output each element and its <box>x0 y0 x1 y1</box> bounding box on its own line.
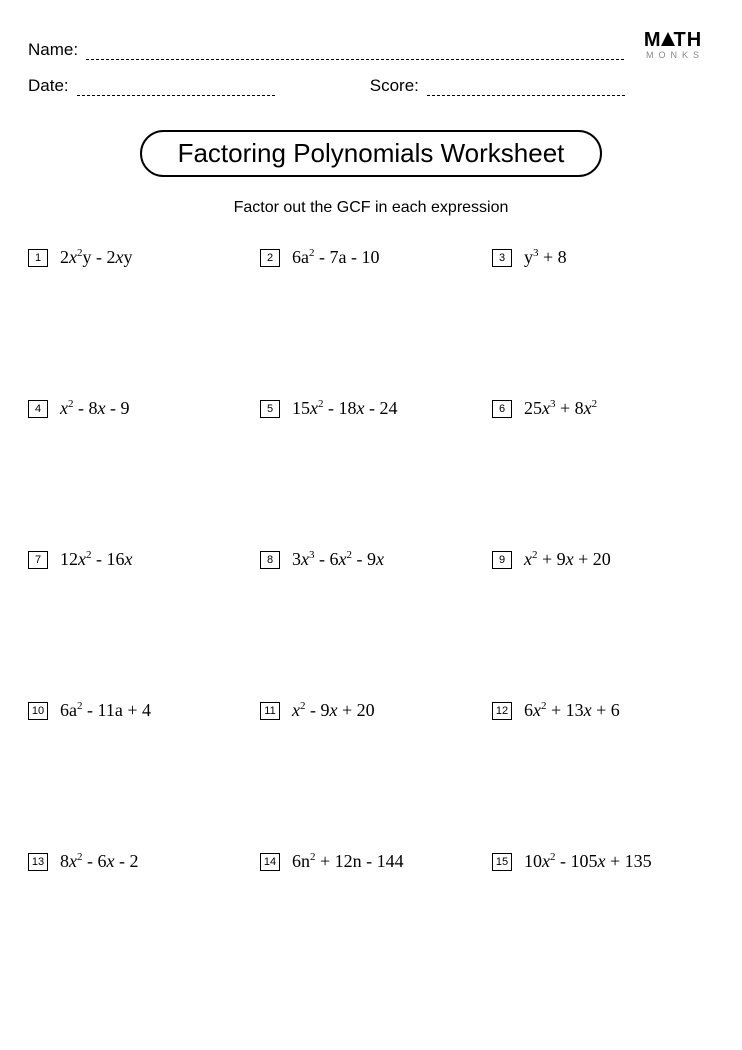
problem-number-box: 12 <box>492 702 512 720</box>
logo-bottom: MONKS <box>636 50 714 60</box>
score-label: Score: <box>370 76 419 96</box>
problem-number-box: 1 <box>28 249 48 267</box>
problem-number-box: 5 <box>260 400 280 418</box>
problems-grid: 1 2x2y - 2xy 2 6a2 - 7a - 10 3 y3 + 8 4 x2 - 8x… <box>28 247 714 872</box>
problem-expression: 6a2 - 7a - 10 <box>292 247 379 268</box>
problem-number-box: 8 <box>260 551 280 569</box>
problem-number-box: 6 <box>492 400 512 418</box>
logo-th: TH <box>674 29 703 51</box>
problem-number-box: 11 <box>260 702 280 720</box>
header-name-row: Name: M TH MONKS <box>28 30 714 60</box>
problem-item: 14 6n2 + 12n - 144 <box>260 851 482 872</box>
problem-number-box: 2 <box>260 249 280 267</box>
score-line <box>427 82 625 96</box>
title-container: Factoring Polynomials Worksheet <box>28 130 714 177</box>
problem-item: 1 2x2y - 2xy <box>28 247 250 268</box>
logo-top: M TH <box>632 30 714 50</box>
logo-m: M <box>644 29 662 51</box>
problem-number-box: 9 <box>492 551 512 569</box>
problem-expression: 6x2 + 13x + 6 <box>524 700 620 721</box>
problem-expression: 15x2 - 18x - 24 <box>292 398 398 419</box>
worksheet-subtitle: Factor out the GCF in each expression <box>28 199 714 217</box>
problem-expression: y3 + 8 <box>524 247 567 268</box>
problem-item: 7 12x2 - 16x <box>28 549 250 570</box>
problem-expression: 8x2 - 6x - 2 <box>60 851 139 872</box>
problem-item: 13 8x2 - 6x - 2 <box>28 851 250 872</box>
worksheet-title: Factoring Polynomials Worksheet <box>140 130 603 177</box>
logo-triangle-icon <box>661 32 675 46</box>
problem-expression: 3x3 - 6x2 - 9x <box>292 549 384 570</box>
problem-item: 6 25x3 + 8x2 <box>492 398 714 419</box>
problem-item: 4 x2 - 8x - 9 <box>28 398 250 419</box>
problem-number-box: 7 <box>28 551 48 569</box>
problem-number-box: 4 <box>28 400 48 418</box>
problem-number-box: 14 <box>260 853 280 871</box>
problem-expression: x2 + 9x + 20 <box>524 549 611 570</box>
problem-item: 15 10x2 - 105x + 135 <box>492 851 714 872</box>
problem-number-box: 15 <box>492 853 512 871</box>
problem-expression: x2 - 9x + 20 <box>292 700 375 721</box>
name-label: Name: <box>28 40 78 60</box>
problem-expression: 6n2 + 12n - 144 <box>292 851 404 872</box>
header-date-score-row: Date: Score: <box>28 76 714 96</box>
problem-expression: 10x2 - 105x + 135 <box>524 851 652 872</box>
name-line <box>86 46 624 60</box>
problem-expression: 6a2 - 11a + 4 <box>60 700 151 721</box>
problem-expression: 12x2 - 16x <box>60 549 133 570</box>
problem-item: 3 y3 + 8 <box>492 247 714 268</box>
problem-expression: 25x3 + 8x2 <box>524 398 597 419</box>
problem-item: 8 3x3 - 6x2 - 9x <box>260 549 482 570</box>
date-line <box>77 82 275 96</box>
problem-expression: x2 - 8x - 9 <box>60 398 130 419</box>
problem-expression: 2x2y - 2xy <box>60 247 133 268</box>
problem-item: 12 6x2 + 13x + 6 <box>492 700 714 721</box>
problem-number-box: 10 <box>28 702 48 720</box>
problem-item: 9 x2 + 9x + 20 <box>492 549 714 570</box>
problem-number-box: 13 <box>28 853 48 871</box>
problem-item: 10 6a2 - 11a + 4 <box>28 700 250 721</box>
problem-item: 5 15x2 - 18x - 24 <box>260 398 482 419</box>
problem-item: 2 6a2 - 7a - 10 <box>260 247 482 268</box>
problem-item: 11 x2 - 9x + 20 <box>260 700 482 721</box>
logo: M TH MONKS <box>632 30 714 60</box>
problem-number-box: 3 <box>492 249 512 267</box>
date-label: Date: <box>28 76 69 96</box>
